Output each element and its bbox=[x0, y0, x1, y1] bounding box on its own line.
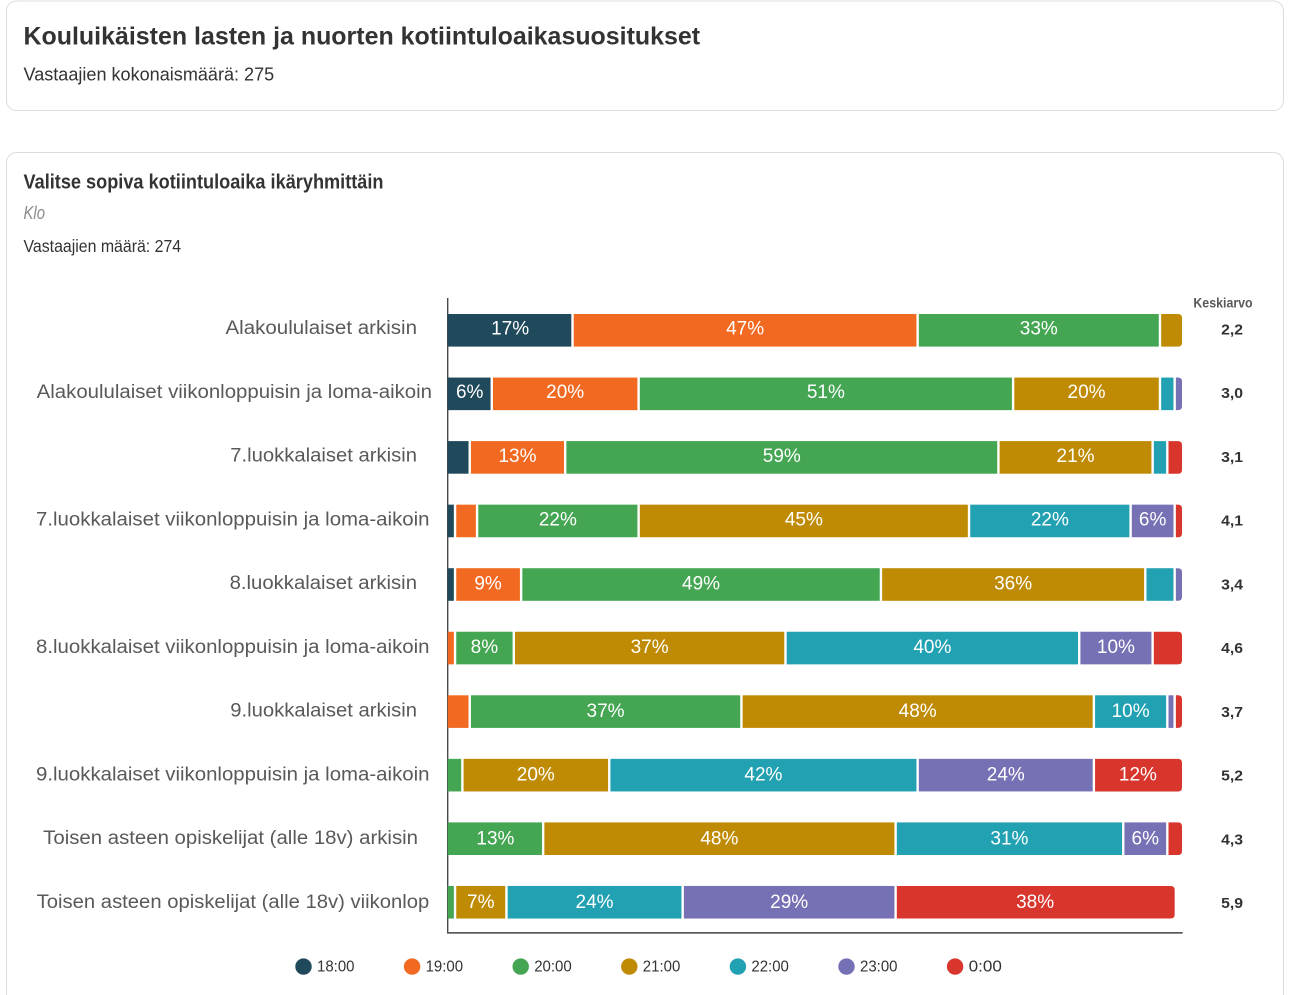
svg-text:33%: 33% bbox=[1020, 318, 1058, 339]
svg-text:Vastaajien kokonaismäärä: 275: Vastaajien kokonaismäärä: 275 bbox=[24, 64, 275, 84]
svg-text:Toisen asteen opiskelijat (all: Toisen asteen opiskelijat (alle 18v) ark… bbox=[43, 828, 418, 849]
svg-text:38%: 38% bbox=[1016, 892, 1054, 913]
svg-text:6%: 6% bbox=[1139, 510, 1167, 531]
svg-text:6%: 6% bbox=[1132, 828, 1160, 849]
svg-text:20%: 20% bbox=[546, 382, 584, 403]
svg-text:8.luokkalaiset arkisin: 8.luokkalaiset arkisin bbox=[230, 573, 417, 594]
svg-text:37%: 37% bbox=[631, 637, 669, 658]
svg-text:31%: 31% bbox=[990, 828, 1028, 849]
svg-text:13%: 13% bbox=[498, 446, 536, 467]
svg-text:24%: 24% bbox=[576, 892, 614, 913]
svg-text:Vastaajien määrä: 274: Vastaajien määrä: 274 bbox=[24, 236, 182, 256]
svg-text:40%: 40% bbox=[913, 637, 951, 658]
svg-text:2,2: 2,2 bbox=[1221, 321, 1243, 338]
svg-text:21:00: 21:00 bbox=[643, 959, 681, 976]
svg-text:7.luokkalaiset viikonloppuisin: 7.luokkalaiset viikonloppuisin ja loma-a… bbox=[36, 509, 429, 530]
svg-text:Valitse sopiva kotiintuloaika: Valitse sopiva kotiintuloaika ikäryhmitt… bbox=[24, 171, 384, 193]
svg-text:5,2: 5,2 bbox=[1221, 768, 1243, 785]
svg-text:3,4: 3,4 bbox=[1221, 576, 1244, 593]
svg-text:47%: 47% bbox=[726, 318, 764, 339]
svg-text:20:00: 20:00 bbox=[534, 959, 572, 976]
svg-text:3,0: 3,0 bbox=[1221, 385, 1243, 402]
svg-text:Kouluikäisten lasten ja nuorte: Kouluikäisten lasten ja nuorten kotiintu… bbox=[24, 23, 701, 51]
svg-text:22%: 22% bbox=[539, 510, 577, 531]
svg-text:48%: 48% bbox=[899, 701, 937, 722]
svg-text:5,9: 5,9 bbox=[1221, 895, 1243, 912]
svg-text:Alakoululaiset viikonloppuisin: Alakoululaiset viikonloppuisin ja loma-a… bbox=[37, 382, 432, 403]
svg-text:42%: 42% bbox=[744, 765, 782, 786]
svg-text:45%: 45% bbox=[785, 510, 823, 531]
svg-text:13%: 13% bbox=[476, 828, 514, 849]
svg-text:48%: 48% bbox=[700, 828, 738, 849]
svg-text:9.luokkalaiset viikonloppuisin: 9.luokkalaiset viikonloppuisin ja loma-a… bbox=[36, 764, 429, 785]
svg-text:24%: 24% bbox=[987, 765, 1025, 786]
svg-text:0:00: 0:00 bbox=[969, 959, 1003, 976]
svg-text:17%: 17% bbox=[491, 318, 529, 339]
svg-text:18:00: 18:00 bbox=[317, 959, 355, 976]
svg-text:22%: 22% bbox=[1031, 510, 1069, 531]
svg-text:37%: 37% bbox=[587, 701, 625, 722]
svg-text:10%: 10% bbox=[1112, 701, 1150, 722]
svg-text:21%: 21% bbox=[1057, 446, 1095, 467]
svg-text:Klo: Klo bbox=[24, 203, 46, 223]
svg-text:Alakoululaiset arkisin: Alakoululaiset arkisin bbox=[226, 318, 418, 339]
svg-text:49%: 49% bbox=[682, 573, 720, 594]
svg-text:51%: 51% bbox=[807, 382, 845, 403]
svg-text:59%: 59% bbox=[763, 446, 801, 467]
svg-text:22:00: 22:00 bbox=[751, 959, 789, 976]
svg-text:Keskiarvo: Keskiarvo bbox=[1193, 295, 1252, 311]
svg-text:20%: 20% bbox=[517, 765, 555, 786]
svg-text:20%: 20% bbox=[1068, 382, 1106, 403]
svg-text:29%: 29% bbox=[770, 892, 808, 913]
svg-text:6%: 6% bbox=[456, 382, 484, 403]
svg-text:9.luokkalaiset arkisin: 9.luokkalaiset arkisin bbox=[230, 701, 417, 722]
svg-text:3,7: 3,7 bbox=[1221, 704, 1243, 721]
svg-text:4,3: 4,3 bbox=[1221, 831, 1243, 848]
svg-text:3,1: 3,1 bbox=[1221, 449, 1243, 466]
svg-text:4,1: 4,1 bbox=[1221, 513, 1243, 530]
svg-text:36%: 36% bbox=[994, 573, 1032, 594]
svg-text:Toisen asteen opiskelijat (all: Toisen asteen opiskelijat (alle 18v) vii… bbox=[37, 892, 430, 913]
svg-text:9%: 9% bbox=[474, 573, 502, 594]
svg-text:10%: 10% bbox=[1097, 637, 1135, 658]
svg-text:19:00: 19:00 bbox=[426, 959, 464, 976]
svg-text:23:00: 23:00 bbox=[860, 959, 898, 976]
svg-text:4,6: 4,6 bbox=[1221, 640, 1243, 657]
svg-text:8%: 8% bbox=[471, 637, 499, 658]
svg-text:8.luokkalaiset viikonloppuisin: 8.luokkalaiset viikonloppuisin ja loma-a… bbox=[36, 637, 429, 658]
svg-text:12%: 12% bbox=[1119, 765, 1157, 786]
svg-text:7.luokkalaiset arkisin: 7.luokkalaiset arkisin bbox=[230, 446, 417, 467]
svg-text:7%: 7% bbox=[467, 892, 495, 913]
